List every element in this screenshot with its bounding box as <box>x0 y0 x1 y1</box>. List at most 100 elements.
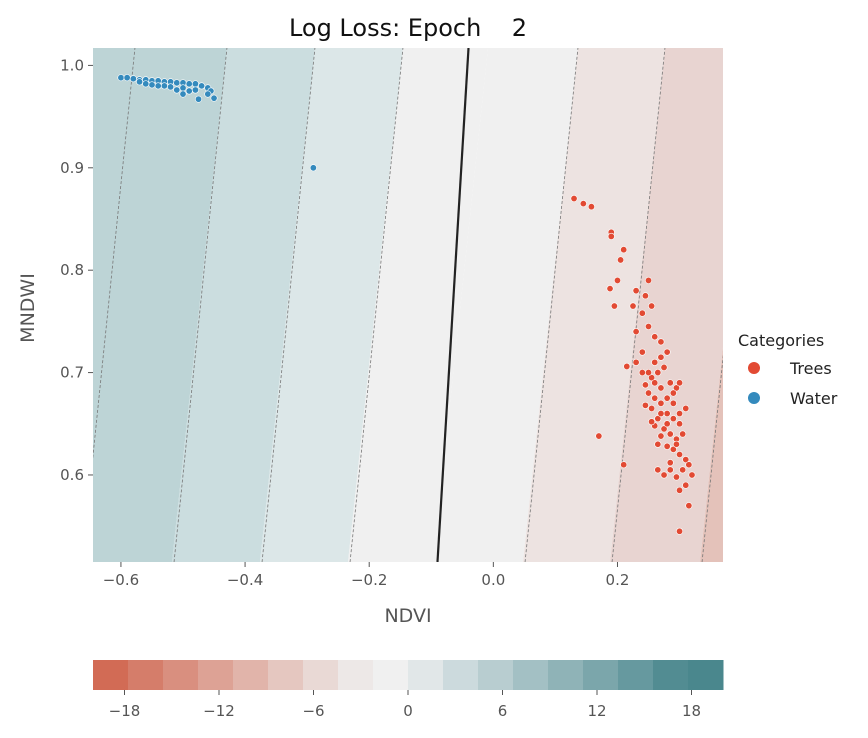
y-tick-label: 1.0 <box>60 56 84 74</box>
point-trees <box>666 379 674 387</box>
point-water <box>198 82 206 90</box>
point-trees <box>607 232 615 240</box>
legend-marker-trees <box>748 362 760 374</box>
contour-band <box>260 48 403 562</box>
contour-band <box>523 48 665 562</box>
point-trees <box>645 389 653 397</box>
decision-boundary <box>436 48 470 562</box>
contour-bands <box>93 48 723 562</box>
y-tick-label: 0.6 <box>60 466 84 484</box>
point-trees <box>587 203 595 211</box>
point-trees <box>632 328 640 336</box>
point-water <box>148 81 156 89</box>
point-water <box>191 86 199 94</box>
y-axis-ticks: 0.6 0.7 0.8 0.9 1.0 <box>60 56 93 484</box>
point-trees <box>660 425 668 433</box>
point-trees <box>648 374 656 382</box>
point-water <box>136 78 144 86</box>
y-axis-label: MNDWI <box>17 273 39 343</box>
point-trees <box>663 394 671 402</box>
colorbar-cell <box>478 660 514 690</box>
point-trees <box>685 502 693 510</box>
colorbar-cell <box>373 660 409 690</box>
legend-title: Categories <box>738 331 824 350</box>
colorbar-tick-label: 12 <box>587 702 606 720</box>
point-water <box>191 80 199 88</box>
legend-marker-water <box>748 392 760 404</box>
colorbar-cell <box>128 660 164 690</box>
point-trees <box>669 445 677 453</box>
y-tick-label: 0.8 <box>60 261 84 279</box>
point-trees <box>660 363 668 371</box>
colorbar-cell <box>583 660 619 690</box>
colorbar-cell <box>163 660 199 690</box>
point-trees <box>641 401 649 409</box>
contour-line <box>173 48 228 562</box>
contour-band <box>610 48 723 562</box>
point-trees <box>666 459 674 467</box>
point-trees <box>676 379 684 387</box>
point-water <box>160 82 168 90</box>
colorbar-cell <box>513 660 549 690</box>
point-water <box>123 74 131 82</box>
point-trees <box>672 440 680 448</box>
point-trees <box>682 404 690 412</box>
point-trees <box>623 362 631 370</box>
colorbar-cell <box>443 660 479 690</box>
scatter-points <box>117 74 696 535</box>
colorbar-cell <box>93 660 129 690</box>
point-trees <box>657 399 665 407</box>
point-trees <box>669 415 677 423</box>
legend-label-water: Water <box>790 389 838 408</box>
colorbar-tick-label: −18 <box>109 702 141 720</box>
point-trees <box>620 246 628 254</box>
point-trees <box>654 415 662 423</box>
point-water <box>309 164 317 172</box>
contour-lines <box>93 48 723 562</box>
colorbar-cell <box>338 660 374 690</box>
contour-band <box>433 48 578 562</box>
point-trees <box>654 466 662 474</box>
point-trees <box>638 369 646 377</box>
point-trees <box>660 471 668 479</box>
point-trees <box>632 287 640 295</box>
x-axis-ticks: −0.6 −0.4 −0.2 0.0 0.2 <box>103 562 630 589</box>
point-trees <box>579 200 587 208</box>
colorbar-tick-label: 18 <box>682 702 701 720</box>
x-tick-label: 0.2 <box>606 571 630 589</box>
y-tick-label: 0.9 <box>60 159 84 177</box>
point-trees <box>663 348 671 356</box>
colorbar-cell <box>688 660 724 690</box>
colorbar-cell <box>548 660 584 690</box>
point-water <box>167 83 175 91</box>
colorbar-cell <box>618 660 654 690</box>
point-trees <box>676 527 684 535</box>
point-trees <box>629 302 637 310</box>
point-trees <box>645 369 653 377</box>
point-water <box>210 94 218 102</box>
colorbar-tick-label: −12 <box>203 702 235 720</box>
point-trees <box>648 404 656 412</box>
point-trees <box>657 410 665 418</box>
colorbar-cell <box>198 660 234 690</box>
x-tick-label: 0.0 <box>481 571 505 589</box>
colorbar-cell <box>408 660 444 690</box>
point-water <box>173 79 181 87</box>
y-tick-label: 0.7 <box>60 364 84 382</box>
contour-band <box>93 48 227 562</box>
point-trees <box>620 461 628 469</box>
point-water <box>142 80 150 88</box>
colorbar-cell <box>303 660 339 690</box>
point-trees <box>645 323 653 331</box>
point-trees <box>682 456 690 464</box>
colorbar-cell <box>268 660 304 690</box>
point-trees <box>641 292 649 300</box>
contour-band <box>172 48 315 562</box>
point-trees <box>651 333 659 341</box>
point-trees <box>663 410 671 418</box>
point-trees <box>669 399 677 407</box>
colorbar-ticks: −18 −12 −6 0 6 12 18 <box>109 690 701 720</box>
point-water <box>117 74 125 82</box>
point-trees <box>651 394 659 402</box>
point-trees <box>688 471 696 479</box>
